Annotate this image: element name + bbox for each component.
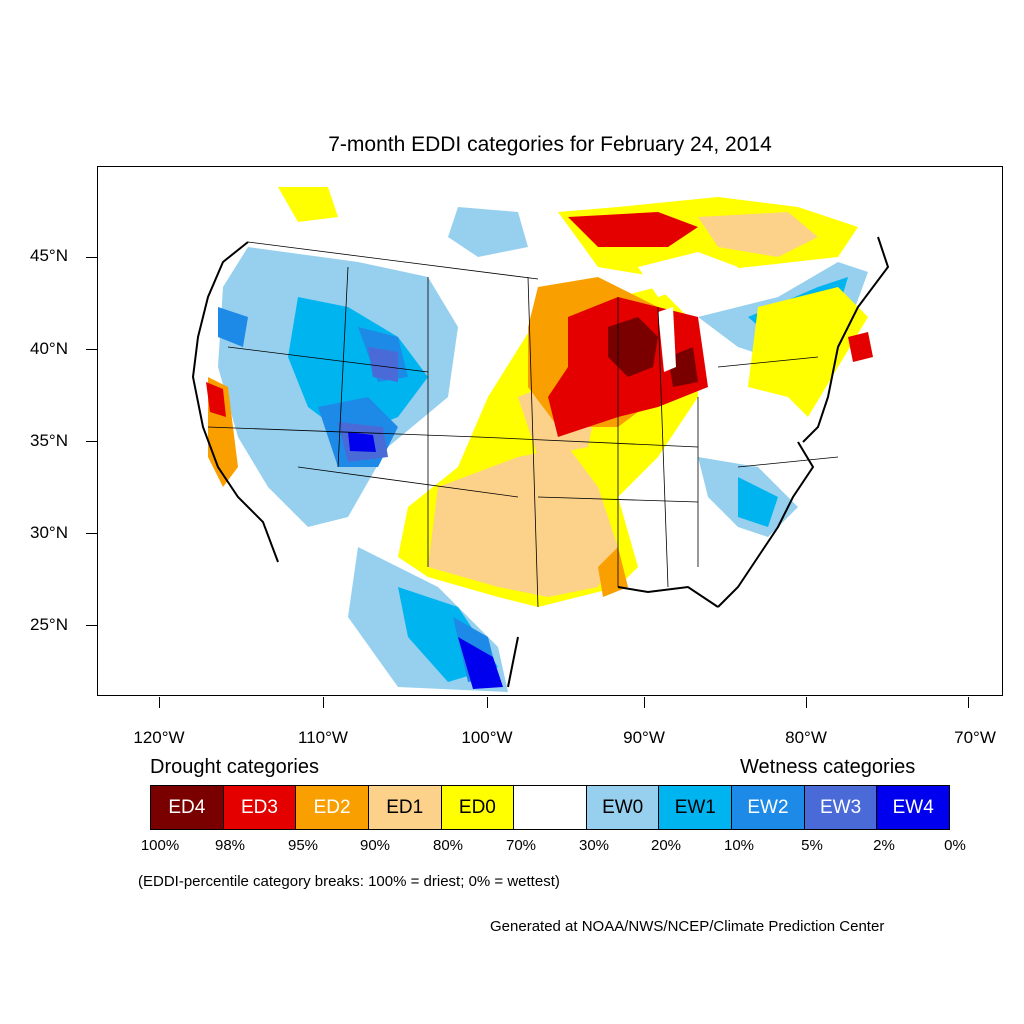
coastlines	[191, 236, 890, 688]
legend-cell-ed0: ED0	[441, 786, 515, 829]
drought-heading: Drought categories	[150, 756, 319, 778]
lon-label-110w: 110°W	[298, 728, 348, 747]
lon-label-90w: 90°W	[623, 728, 665, 747]
region-ew4	[348, 432, 503, 689]
lon-tick	[323, 697, 324, 708]
lon-label-120w: 120°W	[133, 728, 185, 747]
lon-tick	[644, 697, 645, 708]
legend-cell-ew4: EW4	[877, 786, 950, 829]
credit-line: Generated at NOAA/NWS/NCEP/Climate Predi…	[490, 918, 885, 935]
pct-label: 10%	[723, 837, 755, 854]
map-canvas	[191, 187, 890, 692]
lat-tick	[86, 257, 97, 258]
legend-cell-ed2: ED2	[296, 786, 369, 829]
lon-label-100w: 100°W	[461, 728, 513, 747]
lat-label-40: 40°N	[30, 339, 68, 358]
legend-colorbar: ED4 ED3 ED2 ED1 ED0 EW0 EW1 EW2 EW3 EW4	[150, 785, 950, 830]
category-note: (EDDI-percentile category breaks: 100% =…	[138, 873, 560, 890]
lat-tick	[86, 349, 97, 350]
pct-label: 90%	[359, 837, 391, 854]
legend-cell-ew1: EW1	[659, 786, 733, 829]
legend-cell-normal	[514, 786, 587, 829]
pct-label: 95%	[287, 837, 319, 854]
legend-cell-ed1: ED1	[368, 786, 442, 829]
lon-tick	[968, 697, 969, 708]
lat-tick	[86, 441, 97, 442]
state-borders	[207, 241, 839, 608]
map-title: 7-month EDDI categories for February 24,…	[328, 133, 772, 156]
lat-label-35: 35°N	[30, 431, 68, 450]
legend-cell-ew2: EW2	[732, 786, 805, 829]
pct-label: 5%	[801, 837, 823, 854]
great-lakes	[638, 252, 738, 297]
lake-michigan	[658, 307, 676, 372]
legend-cell-ew3: EW3	[804, 786, 878, 829]
pct-label: 30%	[578, 837, 610, 854]
legend-cell-ed4: ED4	[151, 786, 224, 829]
legend-cell-ed3: ED3	[223, 786, 297, 829]
pct-label: 2%	[873, 837, 895, 854]
pct-label: 20%	[650, 837, 682, 854]
lat-label-45: 45°N	[30, 246, 68, 265]
pct-label: 98%	[214, 837, 246, 854]
pct-label: 0%	[944, 837, 966, 854]
eddi-map	[97, 166, 1003, 696]
pct-label: 70%	[505, 837, 537, 854]
lon-label-70w: 70°W	[954, 728, 996, 747]
lat-label-30: 30°N	[30, 523, 68, 542]
pct-label: 100%	[140, 837, 180, 854]
lat-label-25: 25°N	[30, 615, 68, 634]
lon-tick	[806, 697, 807, 708]
wetness-heading: Wetness categories	[740, 756, 916, 778]
lon-tick	[159, 697, 160, 708]
lon-tick	[487, 697, 488, 708]
pct-label: 80%	[432, 837, 464, 854]
lat-tick	[86, 533, 97, 534]
lat-tick	[86, 625, 97, 626]
legend-cell-ew0: EW0	[586, 786, 660, 829]
lon-label-80w: 80°W	[785, 728, 827, 747]
